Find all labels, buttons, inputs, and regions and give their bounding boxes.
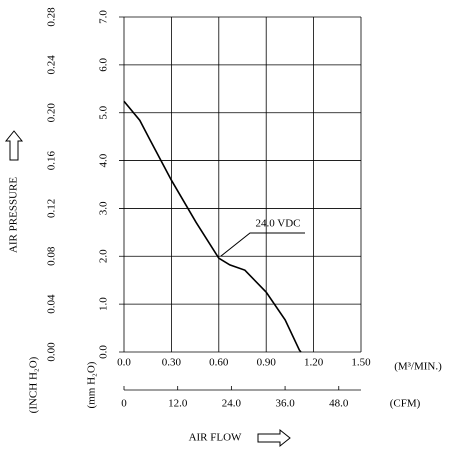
x-tick-label: 1.20 [304, 357, 324, 369]
x-tick-label: 0.0 [117, 357, 131, 369]
x-tick-label: 0.90 [257, 357, 277, 369]
curve [123, 100, 302, 353]
y-tick-label: 3.0 [98, 201, 110, 215]
x-axis-title: AIR FLOW [189, 432, 242, 444]
y-unit: (mm H₂O) [86, 361, 98, 408]
y2-tick-label: 0.16 [46, 150, 58, 170]
x2-tick-label: 36.0 [275, 398, 295, 410]
y2-tick-label: 0.24 [46, 55, 58, 75]
y-axis-title: AIR PRESSURE [8, 177, 20, 253]
x2-tick-label: 12.0 [168, 398, 188, 410]
y-tick-label: 1.0 [98, 297, 110, 311]
annotation-label: 24.0 VDC [255, 218, 300, 230]
x2-unit: (CFM) [390, 398, 421, 410]
y2-tick-label: 0.00 [46, 342, 58, 362]
y2-tick-label: 0.20 [46, 103, 58, 123]
y-tick-label: 7.0 [98, 10, 110, 24]
y-tick-label: 5.0 [98, 105, 110, 119]
y-tick-label: 6.0 [98, 57, 110, 71]
right-arrow [257, 428, 291, 448]
y2-tick-label: 0.12 [46, 199, 58, 218]
y-tick-label: 2.0 [98, 249, 110, 263]
up-arrow [4, 130, 24, 161]
y2-unit: (INCH H₂O) [28, 356, 40, 413]
y2-tick-label: 0.28 [46, 7, 58, 27]
x2-tick-label: 0 [121, 398, 127, 410]
x-unit: (M³/MIN.) [394, 361, 442, 373]
y2-tick-label: 0.08 [46, 246, 58, 266]
x-tick-label: 0.60 [209, 357, 229, 369]
y-tick-label: 0.0 [98, 345, 110, 359]
x-tick-label: 0.30 [162, 357, 182, 369]
y2-tick-label: 0.04 [46, 294, 58, 314]
annotation-leader [220, 232, 305, 257]
x2-tick-label: 48.0 [329, 398, 349, 410]
x2-tick-label: 24.0 [222, 398, 242, 410]
x-tick-label: 1.50 [351, 357, 371, 369]
y-tick-label: 4.0 [98, 153, 110, 167]
